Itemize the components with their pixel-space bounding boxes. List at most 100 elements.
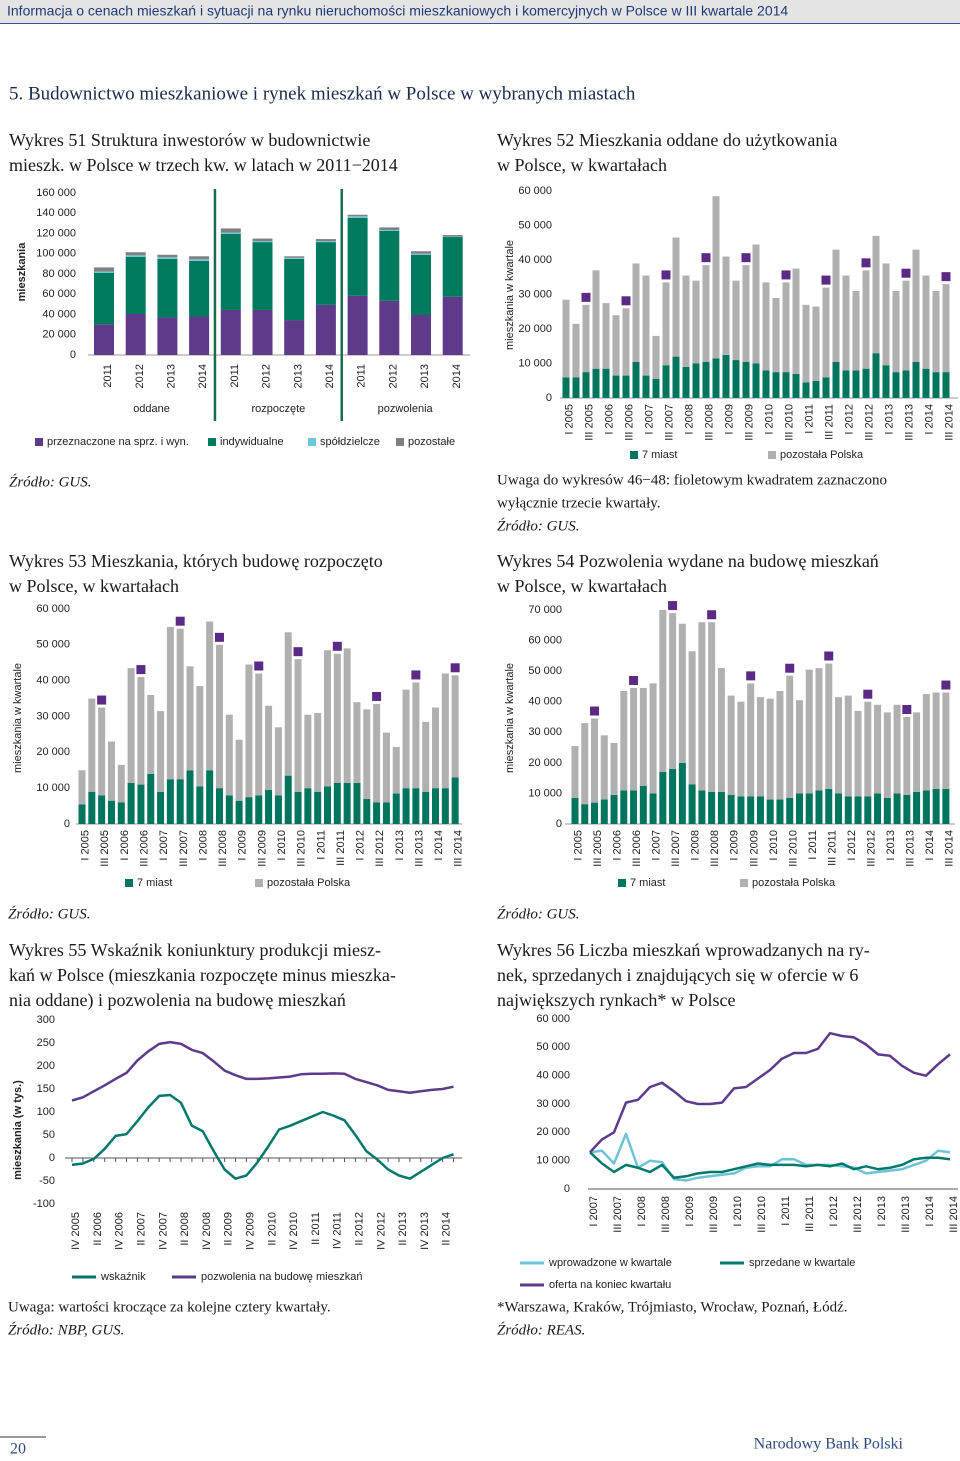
bar-segment (125, 256, 146, 314)
bar-segment (805, 669, 813, 794)
bar-segment (347, 217, 368, 296)
bar-segment (902, 370, 910, 398)
bar-segment (669, 768, 677, 824)
bar-segment (252, 309, 273, 355)
bar-segment (333, 782, 341, 824)
bar-segment (708, 622, 716, 792)
bar-segment (747, 683, 755, 797)
bar-segment (922, 368, 930, 398)
y-axis-title: mieszkania w kwartale (12, 663, 24, 773)
bar-segment (620, 790, 628, 824)
highlight-marker (621, 296, 631, 306)
y-tick-label: 60 000 (536, 1013, 570, 1025)
chart-title: Wykres 53 Mieszkania, których budowę roz… (9, 551, 383, 571)
x-tick-label: I 2007 (651, 830, 663, 861)
x-tick-label: I 2011 (315, 830, 327, 860)
bar-segment (632, 263, 640, 362)
x-tick-label: III 2011 (823, 404, 835, 440)
x-tick-label: IV 2009 (245, 1212, 257, 1250)
chart-title: w Polsce, w kwartałach (497, 576, 667, 596)
x-tick-label: III 2012 (865, 830, 877, 867)
bar-segment (792, 373, 800, 398)
bar-segment (662, 282, 670, 366)
bar-segment (176, 779, 184, 824)
bar-segment (98, 795, 106, 824)
chart-note: Uwaga: wartości kroczące za kolejne czte… (8, 1299, 331, 1315)
bar-segment (762, 370, 770, 398)
bar-segment (922, 275, 930, 369)
bar-segment (712, 358, 720, 398)
bar-segment (662, 365, 670, 398)
x-tick-label: 2013 (166, 364, 178, 388)
x-tick-label: III 2009 (708, 1196, 720, 1233)
x-tick-label: III 2014 (948, 1196, 960, 1233)
y-tick-label: -50 (39, 1175, 55, 1187)
x-tick-label: III 2008 (703, 404, 715, 441)
bar-segment (125, 313, 146, 355)
bar-segment (852, 370, 860, 398)
y-tick-label: 40 000 (518, 254, 552, 266)
x-tick-label: III 2005 (583, 404, 595, 441)
x-tick-label: 2011 (356, 364, 368, 388)
chart-source: Źródło: GUS. (8, 905, 91, 922)
x-tick-label: 2014 (324, 364, 336, 388)
x-tick-label: I 2014 (924, 1196, 936, 1227)
x-tick-label: I 2010 (276, 830, 288, 861)
x-tick-label: III 2006 (623, 404, 635, 441)
x-tick-label: III 2008 (709, 830, 721, 867)
bar-segment (712, 196, 720, 359)
bar-segment (363, 709, 371, 799)
bar-segment (176, 628, 184, 780)
bar-segment (304, 788, 312, 824)
highlight-marker (97, 695, 107, 705)
bar-segment (752, 244, 760, 364)
y-tick-label: 50 000 (36, 639, 70, 651)
bar-segment (304, 714, 312, 789)
bar-segment (284, 258, 305, 321)
legend-label: 7 miast (642, 449, 677, 461)
bar-segment (412, 682, 420, 789)
bar-segment (581, 723, 589, 805)
x-tick-label: III 2010 (756, 1196, 768, 1233)
bar-segment (284, 632, 292, 776)
bar-segment (882, 263, 890, 366)
y-tick-label: 60 000 (528, 634, 562, 646)
bar-segment (78, 770, 86, 805)
bar-segment (294, 659, 302, 792)
y-tick-label: 50 000 (528, 665, 562, 677)
x-tick-label: II 2008 (179, 1212, 191, 1246)
bar-segment (752, 363, 760, 398)
bar-segment (379, 227, 400, 230)
x-tick-label: III 2010 (296, 830, 308, 867)
y-tick-label: 120 000 (36, 227, 76, 239)
bar-segment (742, 361, 750, 398)
bar-segment (422, 791, 430, 824)
bar-segment (157, 711, 165, 792)
bar-segment (766, 698, 774, 800)
bar-segment (903, 717, 911, 795)
x-tick-label: I 2009 (684, 1196, 696, 1227)
bar-segment (912, 361, 920, 398)
bar-segment (562, 377, 570, 398)
bar-segment (252, 242, 273, 310)
bar-segment (932, 372, 940, 398)
bar-segment (189, 316, 210, 355)
chart-title: mieszk. w Polsce w trzech kw. w latach w… (9, 155, 398, 175)
bar-segment (649, 793, 657, 824)
chart-title: Wykres 54 Pozwolenia wydane na budowę mi… (497, 551, 879, 571)
chart-title: Wykres 56 Liczba mieszkań wprowadzanych … (497, 940, 870, 960)
bar-segment (265, 705, 273, 790)
bar-segment (402, 788, 410, 824)
highlight-marker (629, 675, 639, 685)
y-tick-label: 70 000 (528, 604, 562, 616)
x-tick-label: I 2005 (80, 830, 92, 861)
bar-segment (893, 793, 901, 824)
x-tick-label: I 2013 (885, 830, 897, 861)
bar-segment (883, 798, 891, 824)
bar-segment (822, 377, 830, 398)
y-tick-label: 60 000 (42, 288, 76, 300)
y-tick-label: 0 (64, 818, 70, 830)
bar-segment (747, 796, 755, 824)
bar-segment (166, 626, 174, 780)
bar-segment (862, 270, 870, 369)
